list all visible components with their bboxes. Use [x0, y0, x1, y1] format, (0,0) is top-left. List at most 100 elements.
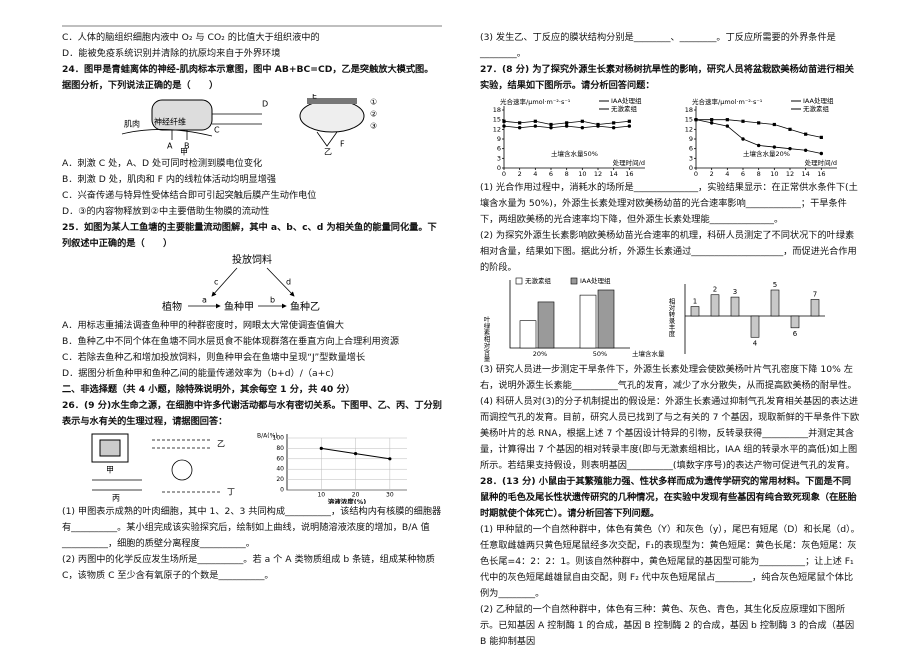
point — [611, 126, 616, 130]
point — [772, 145, 777, 149]
y-tick-label: 18 — [685, 106, 693, 114]
text: (4) 科研人员对(3)的分子机制提出的假设是：外源生长素通过抑制气孔发育相关基… — [480, 396, 860, 471]
point — [533, 124, 538, 128]
label: B — [184, 142, 190, 151]
x-tick-label: 16 — [625, 170, 633, 178]
top-rule — [62, 25, 862, 27]
label: F — [340, 140, 345, 149]
option: A．用标志重捕法调查鱼种甲的种群密度时，网眼太大常使调查值偏大 — [62, 320, 344, 331]
y-tick-label: 12 — [493, 125, 501, 133]
y-label: B/A(%) — [257, 433, 278, 440]
label: c — [214, 278, 218, 287]
bar — [730, 296, 740, 317]
section-heading: 二、非选择题（共 4 小题，除特殊说明外，其余每空 1 分，共 40 分） — [62, 384, 355, 395]
point — [502, 119, 506, 123]
right-column: (3) 发生乙、丁反应的膜状结构分别是________、________。丁反应… — [480, 30, 860, 650]
point — [627, 119, 631, 123]
point — [788, 127, 792, 131]
x-tick-label: 6 — [741, 170, 745, 178]
point — [502, 124, 506, 128]
x-tick-label: 20 — [352, 492, 360, 499]
text: (2) 丙图中的化学反应发生场所是__________。若 a 个 A 类物质组… — [62, 554, 435, 581]
point — [741, 119, 745, 123]
label: A — [167, 142, 173, 151]
point — [596, 124, 600, 128]
x-tick-label: 50% — [593, 350, 607, 358]
y-tick-label: 18 — [493, 106, 501, 114]
label: a — [202, 296, 207, 305]
label: 肌肉 — [124, 119, 140, 129]
point — [772, 122, 776, 127]
y-tick-label: 60 — [276, 455, 284, 462]
point — [741, 137, 745, 141]
point — [580, 119, 584, 123]
bar — [690, 306, 700, 317]
point — [804, 132, 808, 136]
x-tick-label: 12 — [594, 170, 602, 178]
figure-26: 甲 乙 丙 丁 0 20 40 60 80 100 10 20 30 B/A(%) 溶液浓度(%) — [91, 433, 407, 504]
x-tick-label: 16 — [817, 170, 825, 178]
annotation: 土壤含水量20% — [743, 149, 790, 158]
point — [580, 126, 585, 130]
x-label: 溶液浓度(%) — [328, 497, 366, 504]
legend-label: IAA处理组 — [580, 276, 611, 285]
text: (3) 发生乙、丁反应的膜状结构分别是________、________。丁反应… — [480, 32, 836, 59]
y-tick-label: 40 — [276, 466, 284, 473]
y-tick-label: 9 — [497, 135, 501, 143]
option: A．刺激 C 处，A、D 处可同时检测到膜电位变化 — [62, 158, 263, 169]
bar — [790, 315, 800, 329]
point — [819, 135, 823, 139]
figure-24: D 神经纤维 肌肉 A B C 甲 E F ① ② ③ 乙 — [121, 94, 377, 157]
figure-25: 投放饲料 c d 植物 a 鱼种甲 b 鱼种乙 — [162, 253, 320, 313]
bar — [519, 320, 537, 349]
x-tick-label: 12 — [786, 170, 794, 178]
x-tick-label: 8 — [565, 170, 569, 178]
text: (2) 为探究外源生长素影响欧美杨幼苗光合速率的机理，科研人员测定了不同状况下的… — [480, 230, 857, 273]
point — [353, 452, 358, 456]
label: ② — [370, 110, 377, 119]
text: (2) 乙种鼠的一个自然种群中，体色有三种：黄色、灰色、青色，其生化反应原理如下… — [480, 604, 855, 647]
bar — [597, 289, 615, 349]
point — [803, 148, 808, 152]
x-tick-label: 10 — [578, 170, 586, 178]
legend-label: 无激素组 — [803, 104, 830, 113]
question: 24．图甲是青蛙离体的神经-肌肉标本示意图，图中 AB+BC=CD，乙是突触放大… — [62, 64, 434, 91]
label: 鱼种甲 — [224, 300, 254, 313]
x-label: 土壤含水量 — [632, 349, 665, 358]
question: 25．如图为某人工鱼塘的主要能量流动图解，其中 a、b、c、d 为相关鱼的能量同… — [62, 222, 437, 249]
point — [725, 118, 729, 122]
point — [710, 118, 714, 122]
label: 丙 — [112, 494, 120, 503]
point — [788, 146, 792, 151]
category-label: 3 — [733, 288, 737, 296]
label: C — [214, 126, 220, 135]
bar — [579, 294, 597, 349]
point — [819, 151, 824, 156]
annotation: 土壤含水量50% — [551, 149, 598, 158]
point — [709, 121, 714, 125]
bar — [710, 294, 720, 317]
option: B．鱼种乙中不同个体在鱼塘不同水层觅食不能体现群落在垂直方向上合理利用资源 — [62, 336, 400, 347]
bar — [750, 315, 760, 338]
option: B．刺激 D 处，肌肉和 F 内的线粒体活动均明显增强 — [62, 174, 277, 185]
x-tick-label: 4 — [533, 170, 537, 178]
x-tick-label: 6 — [549, 170, 553, 178]
bar — [770, 289, 780, 317]
text: D．能被免疫系统识别并清除的抗原均来自于外界环境 — [62, 48, 281, 59]
label: 甲 — [180, 148, 188, 157]
label: 鱼种乙 — [290, 300, 320, 313]
text: (1) 光合作用过程中，消耗水的场所是______________，实验结果显示… — [480, 182, 858, 225]
question: 26．(9 分)水生命之源，在细胞中许多代谢活动都与水有密切关系。下图甲、乙、丙… — [62, 400, 442, 427]
question: 28．(13 分) 小鼠由于其繁殖能力强、性状多样而成为遗传学研究的常用材料。下… — [480, 476, 857, 519]
label: b — [270, 296, 275, 305]
x-tick-label: 4 — [725, 170, 729, 178]
x-tick-label: 14 — [610, 170, 618, 178]
bar — [810, 299, 820, 317]
label: 丁 — [227, 488, 235, 497]
y-tick-label: 3 — [497, 154, 501, 162]
point — [388, 457, 392, 461]
y-tick-label: 3 — [689, 154, 693, 162]
